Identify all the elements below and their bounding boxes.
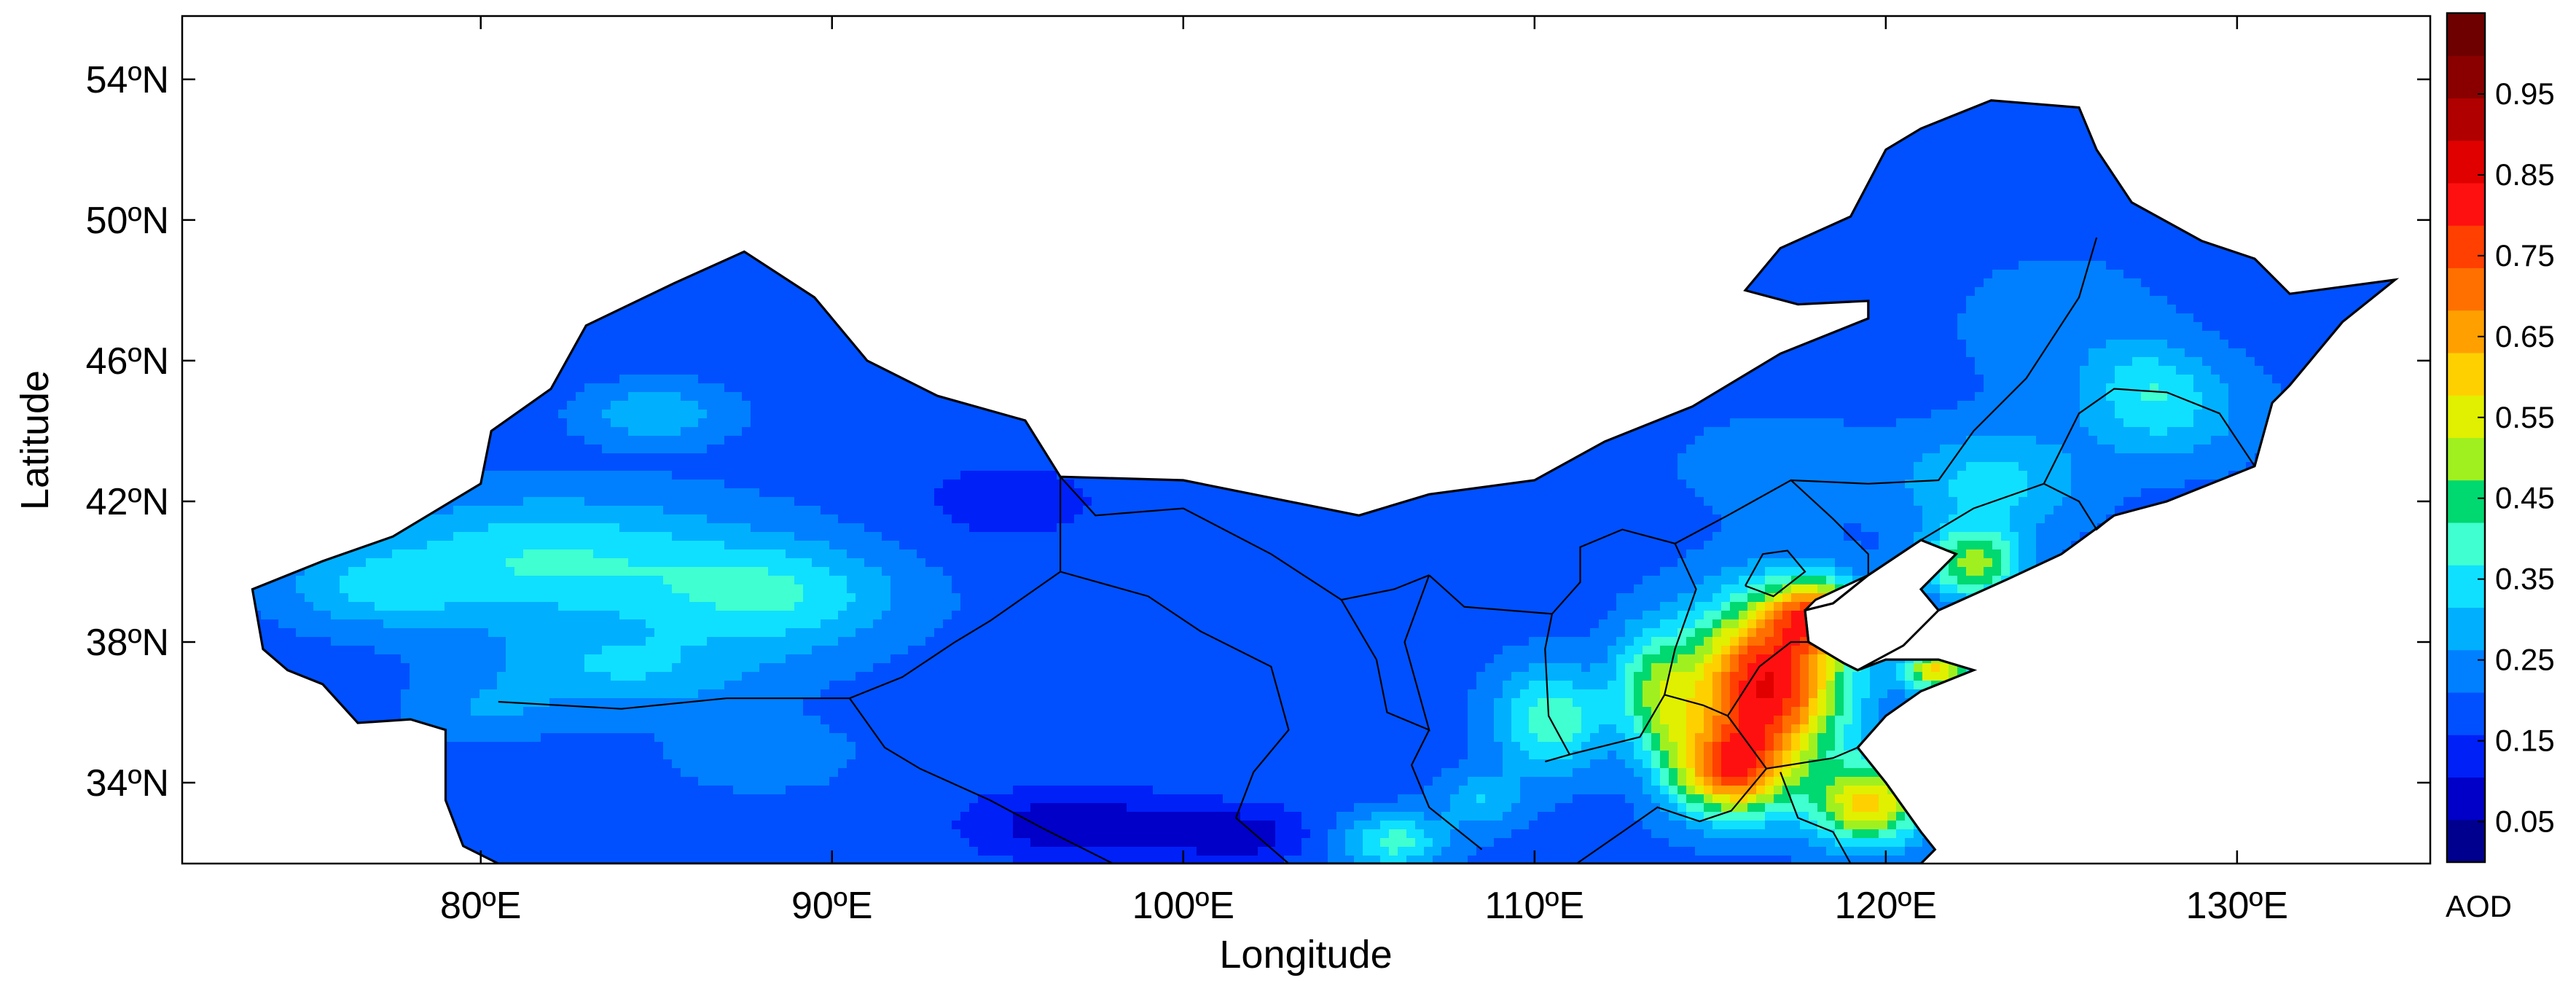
colorbar-segment: [2447, 353, 2485, 396]
y-axis-ticks: 34ºN 38ºN 42ºN 46ºN 50ºN 54ºN: [86, 59, 2430, 805]
x-tick-label: 80ºE: [440, 885, 522, 927]
colorbar-tick-label: 0.05: [2495, 805, 2555, 839]
colorbar-tick-label: 0.35: [2495, 562, 2555, 596]
y-axis-title: Latitude: [13, 370, 57, 510]
province-border-17: [2043, 388, 2255, 485]
colorbar-tick-label: 0.85: [2495, 157, 2555, 192]
x-axis-ticks: 80ºE 90ºE 100ºE 110ºE 120ºE 130ºE: [440, 16, 2288, 927]
y-tick-label: 54ºN: [86, 59, 169, 101]
colorbar-segment: [2447, 523, 2485, 566]
province-border-0: [498, 477, 1062, 710]
y-tick-label: 50ºN: [86, 200, 169, 242]
colorbar-segment: [2447, 692, 2485, 735]
colorbar-tick-label: 0.65: [2495, 319, 2555, 353]
x-axis-title: Longitude: [1219, 933, 1392, 977]
map-frame: [181, 15, 2432, 865]
colorbar-segment: [2447, 819, 2485, 863]
colorbar-segment: [2447, 565, 2485, 608]
colorbar-segment: [2447, 55, 2485, 98]
y-tick-label: 34ºN: [86, 762, 169, 805]
colorbar-segment: [2447, 140, 2485, 184]
x-tick-label: 130ºE: [2186, 885, 2288, 927]
provincial-borders: [498, 237, 2255, 864]
colorbar-segment: [2447, 777, 2485, 821]
colorbar-segment: [2447, 310, 2485, 353]
province-border-6: [1428, 528, 1697, 695]
colorbar-segment: [2447, 395, 2485, 438]
x-tick-label: 90ºE: [791, 885, 873, 927]
colorbar-tick-label: 0.75: [2495, 238, 2555, 273]
colorbar-tick-label: 0.45: [2495, 481, 2555, 515]
colorbar-segment: [2447, 98, 2485, 141]
colorbar-segment: [2447, 267, 2485, 311]
country-outline: [251, 99, 2400, 864]
colorbar-segment: [2447, 649, 2485, 693]
colorbar-segment: [2447, 225, 2485, 268]
y-tick-label: 42ºN: [86, 481, 169, 523]
province-border-11: [1726, 641, 1809, 716]
province-border-8: [1544, 694, 1729, 763]
colorbar-tick-label: 0.95: [2495, 77, 2555, 111]
y-tick-label: 38ºN: [86, 622, 169, 664]
colorbar-segment: [2447, 735, 2485, 778]
colorbar: [2447, 13, 2485, 863]
province-border-7: [1544, 614, 1570, 755]
colorbar-segment: [2447, 480, 2485, 523]
x-tick-label: 120ºE: [1835, 885, 1937, 927]
province-border-5: [1410, 729, 1483, 850]
colorbar-segment: [2447, 607, 2485, 651]
colorbar-ticks: 0.05 0.15 0.25 0.35 0.45 0.55 0.65 0.75 0.85 0.95: [2478, 77, 2555, 839]
province-border-2: [1060, 571, 1290, 864]
colorbar-segment: [2447, 437, 2485, 481]
x-tick-label: 110ºE: [1485, 885, 1585, 927]
colorbar-unit-label: AOD: [2446, 889, 2512, 923]
province-border-1: [849, 697, 1113, 864]
province-border-15: [1790, 237, 2098, 485]
province-border-14: [1745, 549, 1806, 598]
province-border-13: [1780, 772, 1852, 864]
province-border-4: [1340, 574, 1430, 732]
province-border-10: [1675, 479, 1869, 576]
y-tick-label: 46ºN: [86, 340, 169, 383]
province-border-12: [1766, 746, 1858, 770]
province-border-3: [1060, 476, 1430, 601]
colorbar-segment: [2447, 13, 2485, 56]
colorbar-tick-label: 0.25: [2495, 643, 2555, 677]
colorbar-segment: [2447, 183, 2485, 226]
colorbar-tick-label: 0.55: [2495, 400, 2555, 434]
colorbar-frame: [2446, 12, 2486, 864]
x-tick-label: 100ºE: [1132, 885, 1234, 927]
colorbar-tick-label: 0.15: [2495, 724, 2555, 758]
